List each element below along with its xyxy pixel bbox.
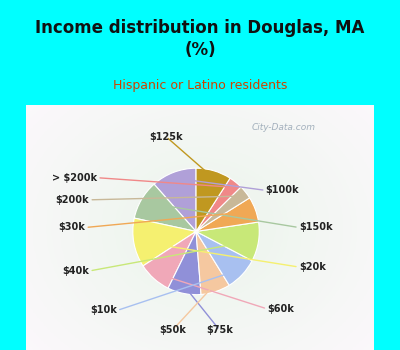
Wedge shape	[196, 178, 241, 231]
Wedge shape	[143, 231, 196, 288]
Wedge shape	[134, 184, 196, 231]
Text: $10k: $10k	[90, 306, 117, 315]
Text: City-Data.com: City-Data.com	[252, 122, 316, 132]
Text: $30k: $30k	[58, 223, 86, 232]
Wedge shape	[196, 198, 258, 231]
Wedge shape	[154, 168, 196, 231]
Text: $40k: $40k	[62, 266, 89, 276]
Wedge shape	[196, 231, 252, 285]
Wedge shape	[196, 231, 229, 294]
Text: $125k: $125k	[149, 132, 183, 142]
Text: $50k: $50k	[159, 325, 186, 335]
Text: Hispanic or Latino residents: Hispanic or Latino residents	[113, 79, 287, 92]
Text: $200k: $200k	[56, 195, 89, 205]
Text: Income distribution in Douglas, MA
(%): Income distribution in Douglas, MA (%)	[35, 19, 365, 59]
Text: > $200k: > $200k	[52, 173, 97, 183]
Text: $60k: $60k	[267, 304, 294, 314]
Wedge shape	[196, 222, 259, 261]
Text: $150k: $150k	[299, 223, 332, 232]
Text: $75k: $75k	[206, 325, 233, 335]
Wedge shape	[133, 218, 196, 266]
Text: $100k: $100k	[266, 186, 299, 195]
Wedge shape	[168, 231, 201, 295]
Wedge shape	[196, 187, 250, 231]
Wedge shape	[196, 168, 230, 231]
Text: $20k: $20k	[299, 262, 326, 272]
